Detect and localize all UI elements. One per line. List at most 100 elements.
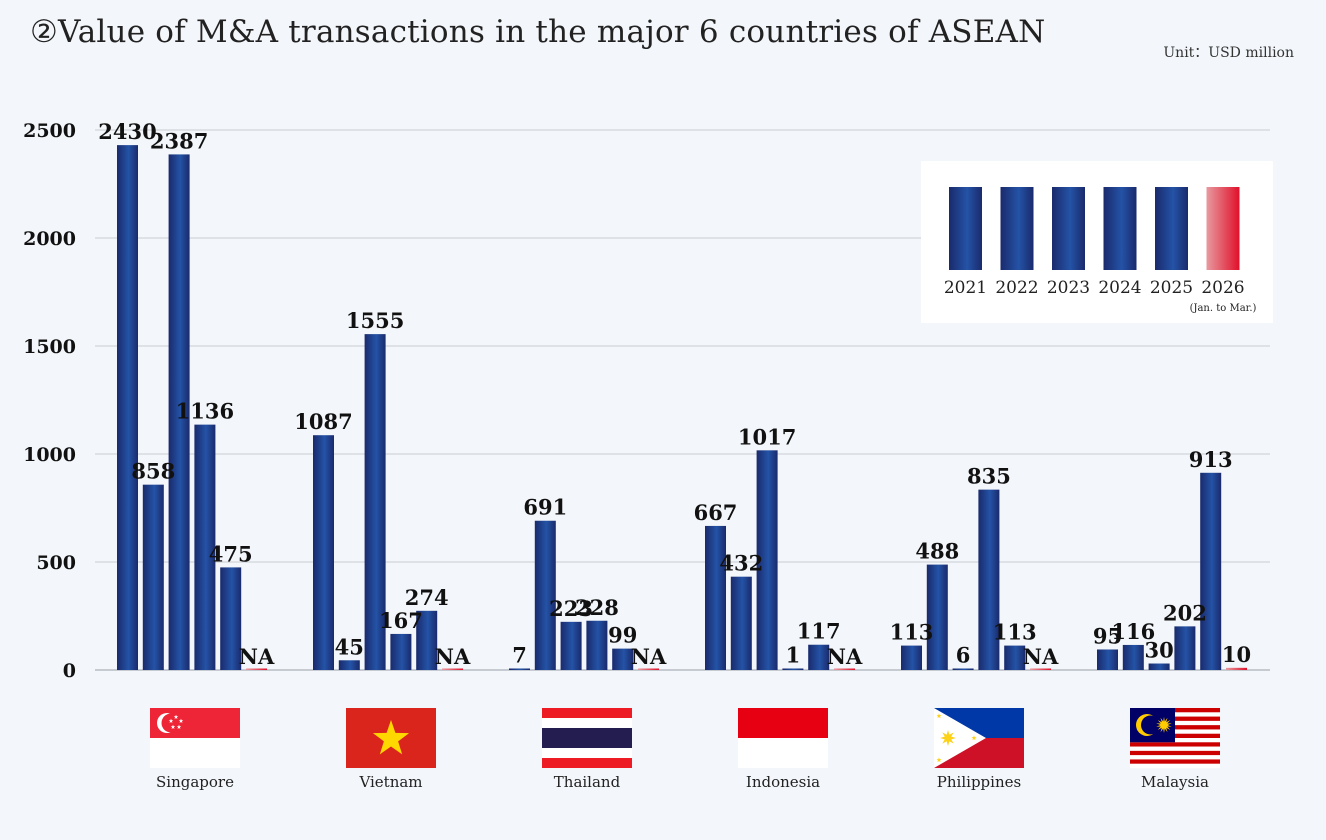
country-label: Thailand [554, 773, 621, 791]
value-label: NA [239, 644, 275, 669]
bar-malaysia-2022 [1122, 644, 1144, 670]
value-label: 1087 [294, 409, 352, 434]
bar-malaysia-2021 [1097, 649, 1118, 670]
legend-label-2023: 2023 [1047, 278, 1090, 298]
legend-swatch-2024 [1103, 187, 1137, 270]
legend-swatch-2022 [1000, 187, 1034, 270]
country-label: Vietnam [358, 773, 422, 791]
value-label: 223 [549, 596, 593, 621]
value-label: NA [1023, 644, 1059, 669]
value-label: NA [827, 644, 863, 669]
y-tick-label: 2500 [23, 120, 76, 142]
bar-malaysia-2025 [1200, 472, 1222, 670]
vietnam-flag [346, 708, 436, 768]
legend: 2021 2022 2023 2024 2025 2026 (Jan. to Mar.) [921, 161, 1273, 323]
value-label: 113 [890, 620, 934, 645]
bar-malaysia-2023 [1148, 663, 1170, 670]
singapore-flag [150, 708, 240, 768]
flags: Singapore Vietnam Thailand Indonesia Philipp… [150, 708, 1220, 791]
legend-label-2021: 2021 [944, 278, 987, 298]
bar-indonesia-2026-na [834, 668, 855, 670]
bar-thailand-2024 [586, 620, 608, 670]
y-tick-label: 1500 [23, 336, 76, 358]
bar-vietnam-2025 [416, 610, 438, 670]
legend-label-2026: 2026 [1201, 278, 1244, 298]
bar-singapore-2022 [142, 484, 164, 670]
bar-singapore-2026-na [246, 668, 267, 670]
bar-singapore-2025 [220, 567, 242, 670]
value-label: 1136 [176, 399, 234, 424]
grid-lines: 0 500 1000 1500 2000 2500 [23, 120, 1270, 682]
value-label: NA [631, 644, 667, 669]
philippines-flag [934, 708, 1024, 768]
bar-philippines-2024 [978, 489, 1000, 670]
value-label: 2387 [150, 128, 208, 153]
value-label: 10 [1222, 642, 1251, 667]
bar-vietnam-2022 [338, 660, 360, 670]
country-label: Malaysia [1141, 773, 1209, 791]
value-label: 488 [915, 539, 959, 564]
bar-indonesia-2022 [730, 576, 752, 670]
value-label: 274 [405, 585, 449, 610]
value-label: 6 [956, 643, 971, 668]
bar-vietnam-2023 [364, 334, 386, 670]
bar-thailand-2026-na [638, 668, 659, 670]
y-tick-label: 0 [63, 660, 76, 682]
bars [117, 145, 1247, 670]
unit-label: Unit：USD million [1163, 45, 1294, 61]
legend-label-2022: 2022 [995, 278, 1038, 298]
country-label: Philippines [937, 773, 1021, 791]
value-label: 1555 [346, 308, 404, 333]
value-label: 432 [719, 551, 763, 576]
value-label: 228 [575, 595, 619, 620]
value-label: 117 [797, 619, 841, 644]
chart-title: ②Value of M&A transactions in the major … [30, 14, 1046, 50]
bar-thailand-2022 [534, 520, 556, 670]
bar-philippines-2025 [1004, 645, 1026, 670]
country-label: Indonesia [746, 773, 820, 791]
bar-thailand-2021 [509, 668, 530, 670]
value-label: 1 [786, 643, 801, 668]
value-label: 691 [523, 495, 567, 520]
value-label: 30 [1144, 638, 1173, 663]
bar-singapore-2024 [194, 424, 216, 670]
value-label: 1017 [738, 424, 796, 449]
legend-swatch-2023 [1052, 187, 1085, 270]
value-label: 7 [512, 642, 527, 667]
value-label: 2430 [98, 119, 156, 144]
bar-thailand-2025 [612, 648, 634, 670]
bar-indonesia-2021 [705, 525, 726, 670]
value-label: 95 [1093, 623, 1122, 648]
value-label: 475 [209, 541, 253, 566]
bar-thailand-2023 [560, 621, 582, 670]
indonesia-flag [738, 708, 828, 768]
value-label: 835 [967, 464, 1011, 489]
y-tick-label: 1000 [23, 444, 76, 466]
legend-label-2025: 2025 [1150, 278, 1193, 298]
bar-indonesia-2025 [808, 644, 830, 670]
bar-singapore-2023 [168, 154, 190, 670]
value-label: 116 [1111, 619, 1155, 644]
bar-indonesia-2023 [756, 450, 778, 670]
legend-swatch-2025 [1155, 187, 1188, 270]
value-label: 858 [131, 459, 175, 484]
bar-vietnam-2026-na [442, 668, 463, 670]
bar-vietnam-2021 [313, 435, 334, 670]
bar-malaysia-2026 [1226, 667, 1247, 670]
bar-singapore-2021 [117, 145, 138, 670]
legend-label-2024: 2024 [1098, 278, 1141, 298]
value-label: 167 [379, 608, 423, 633]
y-tick-label: 2000 [23, 228, 76, 250]
malaysia-flag [1130, 708, 1220, 769]
value-label: 202 [1163, 600, 1207, 625]
country-label: Singapore [156, 773, 234, 791]
bar-philippines-2023 [952, 668, 974, 670]
value-label: 113 [993, 620, 1037, 645]
bar-indonesia-2024 [782, 668, 804, 670]
legend-swatch-2026 [1206, 187, 1240, 270]
value-label: 667 [694, 500, 738, 525]
bar-malaysia-2024 [1174, 626, 1196, 670]
bar-philippines-2021 [901, 645, 922, 670]
